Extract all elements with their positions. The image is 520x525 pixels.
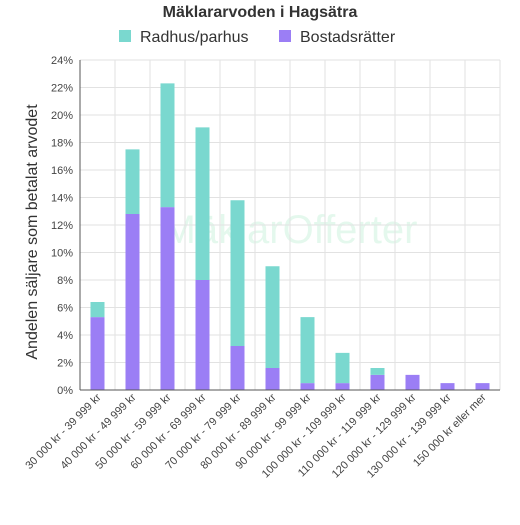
bar-segment <box>230 346 245 390</box>
y-tick-label: 12% <box>51 220 73 232</box>
legend-swatch <box>119 30 131 42</box>
y-tick-label: 10% <box>51 248 73 260</box>
gridlines <box>79 59 501 391</box>
bar-segment <box>160 83 175 208</box>
bar-segment <box>405 374 420 390</box>
bar-segment <box>370 368 385 375</box>
bar-segment <box>90 302 105 318</box>
bar-segment <box>335 383 350 390</box>
bar-segment <box>195 280 210 390</box>
y-axis-label: Andelen säljare som betalat arvodet <box>24 104 41 360</box>
bar-segment <box>265 368 280 390</box>
y-tick-label: 16% <box>51 165 73 177</box>
legend-swatch <box>279 30 291 42</box>
bar-segment <box>440 383 455 390</box>
bar-segment <box>90 317 105 390</box>
y-tick-label: 20% <box>51 110 73 122</box>
y-tick-label: 22% <box>51 83 73 95</box>
y-tick-label: 14% <box>51 193 73 205</box>
chart-title: Mäklararvoden i Hagsätra <box>163 4 358 21</box>
legend: Radhus/parhus Bostadsrätter <box>119 29 396 46</box>
bar-segment <box>160 207 175 390</box>
y-tick-label: 6% <box>57 303 73 315</box>
y-tick-label: 24% <box>51 55 73 67</box>
bar-segment <box>300 317 315 384</box>
y-tick-label: 18% <box>51 138 73 150</box>
bars <box>90 83 490 390</box>
bar-segment <box>265 266 280 368</box>
bar-segment <box>475 383 490 390</box>
legend-label: Bostadsrätter <box>300 29 396 46</box>
bar-segment <box>195 127 210 280</box>
bar-segment <box>230 200 245 346</box>
bar-segment <box>370 374 385 390</box>
y-tick-label: 2% <box>57 358 73 370</box>
y-tick-labels: 0% 2% 4% 6% 8% 10% 12% 14% 16% 18% 20% 22% 24% <box>51 55 73 397</box>
y-tick-label: 4% <box>57 330 73 342</box>
bar-segment <box>335 352 350 384</box>
legend-label: Radhus/parhus <box>140 29 249 46</box>
bar-segment <box>125 214 140 390</box>
axes <box>79 60 500 391</box>
y-tick-label: 0% <box>57 385 73 397</box>
bar-segment <box>125 149 140 214</box>
bar-segment <box>300 383 315 390</box>
y-tick-label: 8% <box>57 275 73 287</box>
